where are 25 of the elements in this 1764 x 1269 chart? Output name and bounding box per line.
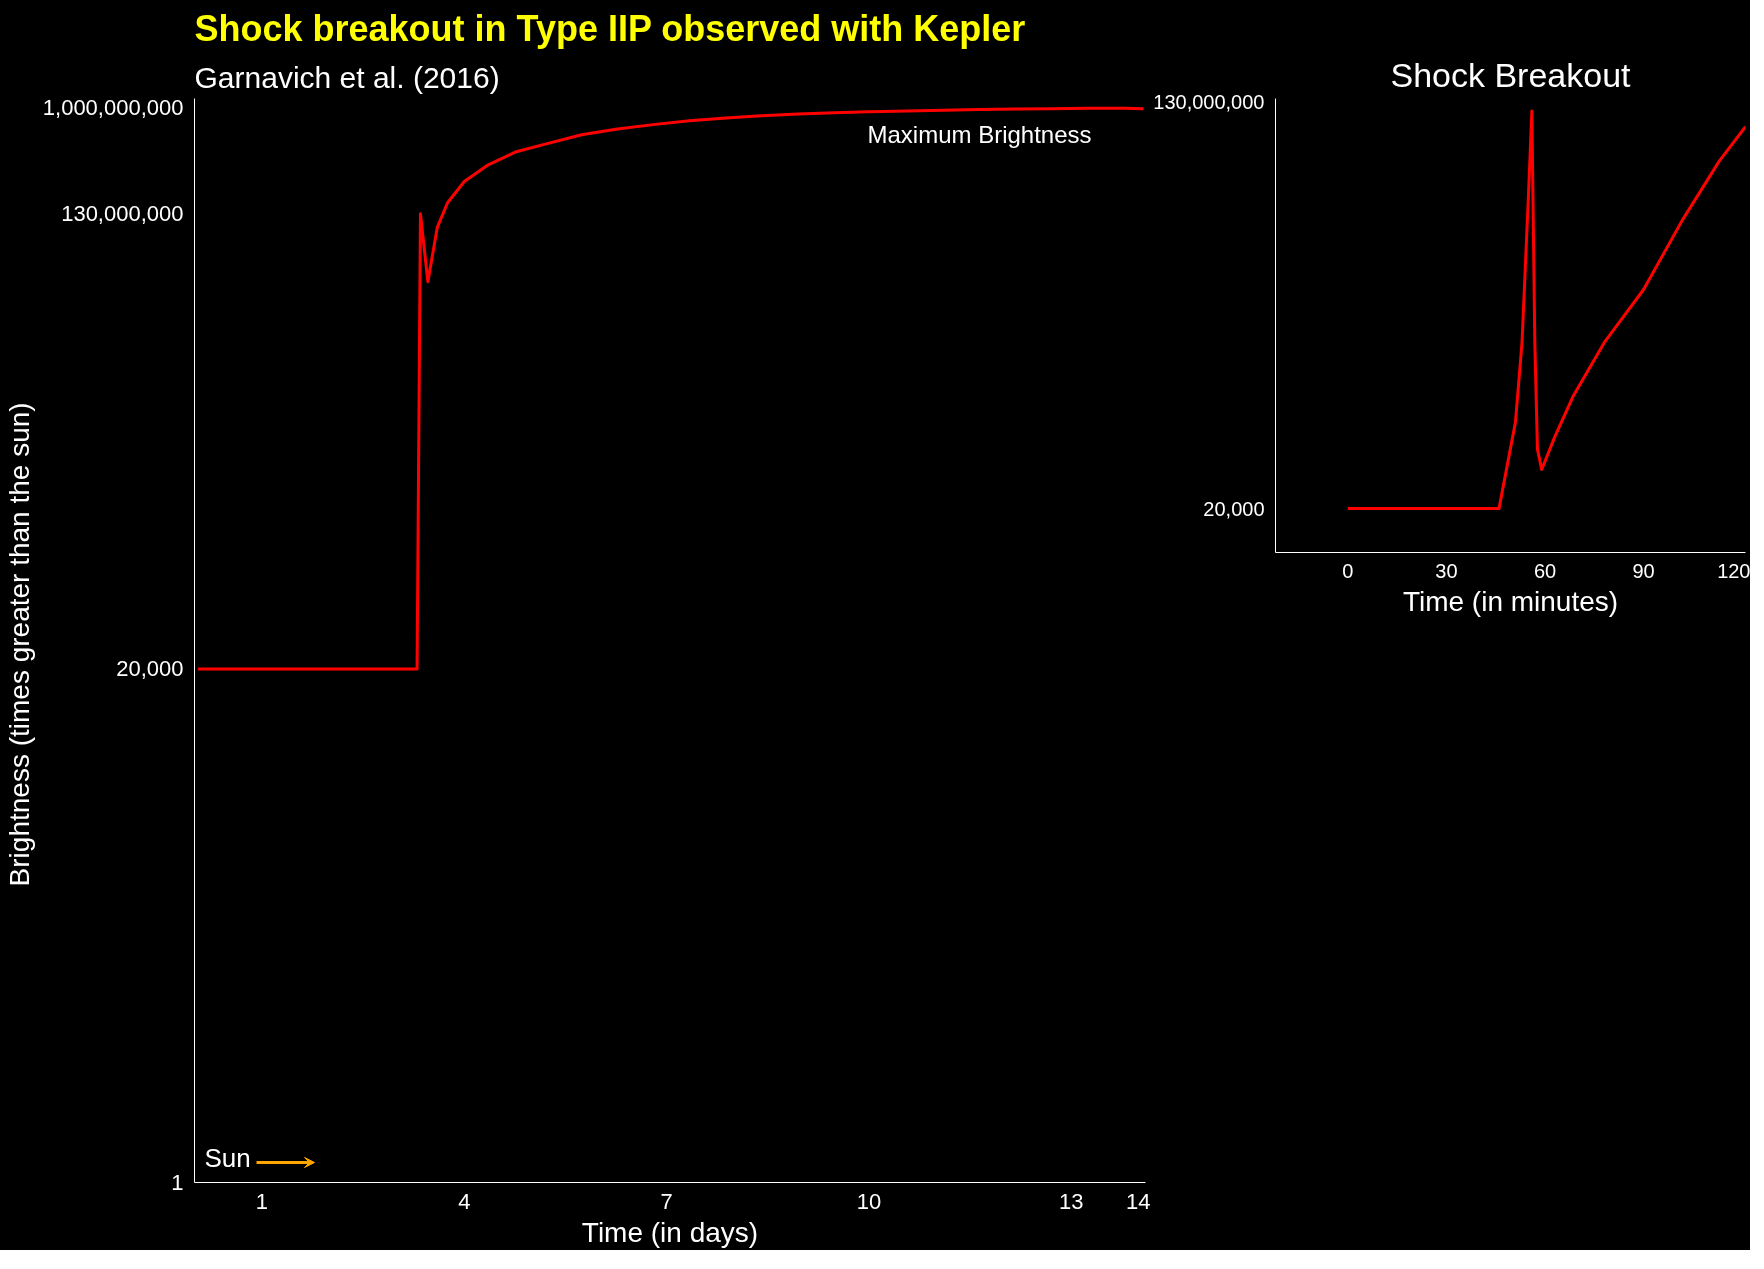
x-tick-label: 10 (856, 1188, 882, 1214)
x-tick-label: 14 (1126, 1188, 1151, 1214)
x-tick-label: 120 (1717, 559, 1751, 582)
x-tick-label: 0 (1342, 559, 1354, 582)
chart-title: Shock Breakout (1390, 55, 1632, 94)
y-axis-title: Brightness (times greater than the sun) (3, 402, 35, 887)
x-axis-title: Time (in days) (581, 1216, 759, 1248)
x-tick-label: 90 (1632, 559, 1655, 582)
annotation: Maximum Brightness (867, 120, 1092, 148)
chart-title: Shock breakout in Type IIP observed with Kepler (194, 7, 1026, 49)
chart-subtitle: Garnavich et al. (2016) (194, 60, 500, 94)
y-tick-label: 1,000,000,000 (42, 95, 184, 121)
y-tick-label: 1 (171, 1170, 184, 1195)
x-axis-title: Time (in minutes) (1402, 585, 1619, 617)
x-tick-label: 4 (458, 1188, 471, 1214)
y-tick-label: 20,000 (1203, 497, 1265, 520)
y-tick-label: 130,000,000 (1153, 90, 1265, 113)
x-tick-label: 30 (1435, 559, 1458, 582)
y-tick-label: 130,000,000 (61, 201, 184, 227)
x-tick-label: 1 (255, 1188, 269, 1214)
annotation: Sun (204, 1142, 251, 1173)
y-tick-label: 20,000 (116, 656, 184, 682)
x-tick-label: 7 (660, 1188, 673, 1214)
x-tick-label: 60 (1533, 559, 1557, 582)
x-tick-label: 13 (1059, 1188, 1084, 1214)
